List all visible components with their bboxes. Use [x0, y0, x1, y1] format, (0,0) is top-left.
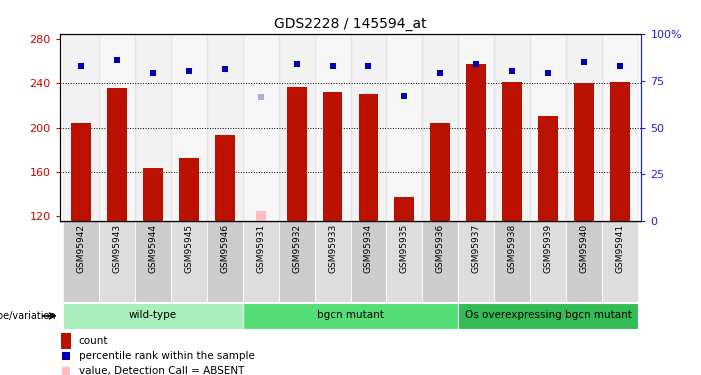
- Text: GDS2228 / 145594_at: GDS2228 / 145594_at: [274, 17, 427, 31]
- Bar: [63, 303, 243, 328]
- Text: GSM95941: GSM95941: [615, 224, 625, 273]
- Bar: [395, 197, 414, 221]
- Bar: [494, 221, 530, 302]
- Text: genotype/variation: genotype/variation: [0, 311, 56, 321]
- Bar: [315, 34, 350, 221]
- Bar: [602, 34, 638, 221]
- Bar: [63, 34, 99, 221]
- Bar: [422, 34, 458, 221]
- Text: count: count: [79, 336, 108, 346]
- Bar: [466, 63, 486, 221]
- Bar: [279, 34, 315, 221]
- Bar: [279, 221, 315, 302]
- Bar: [574, 83, 594, 221]
- Bar: [107, 88, 127, 221]
- Bar: [215, 135, 235, 221]
- Text: GSM95936: GSM95936: [436, 224, 445, 273]
- Bar: [287, 87, 306, 221]
- Text: GSM95940: GSM95940: [580, 224, 588, 273]
- Text: percentile rank within the sample: percentile rank within the sample: [79, 351, 254, 361]
- Text: GSM95943: GSM95943: [113, 224, 121, 273]
- Bar: [72, 123, 91, 221]
- Text: GSM95944: GSM95944: [149, 224, 158, 273]
- Bar: [99, 221, 135, 302]
- Bar: [135, 34, 171, 221]
- Bar: [566, 34, 602, 221]
- Text: GSM95945: GSM95945: [184, 224, 193, 273]
- Bar: [63, 221, 99, 302]
- Bar: [315, 221, 350, 302]
- Bar: [422, 221, 458, 302]
- Text: GSM95937: GSM95937: [472, 224, 481, 273]
- Bar: [171, 34, 207, 221]
- Bar: [207, 34, 243, 221]
- Bar: [494, 34, 530, 221]
- Text: GSM95934: GSM95934: [364, 224, 373, 273]
- Text: GSM95938: GSM95938: [508, 224, 517, 273]
- Bar: [538, 117, 558, 221]
- Bar: [458, 303, 638, 328]
- Text: GSM95942: GSM95942: [76, 224, 86, 273]
- Bar: [171, 221, 207, 302]
- Bar: [207, 221, 243, 302]
- Bar: [530, 221, 566, 302]
- Bar: [61, 333, 71, 349]
- Text: GSM95946: GSM95946: [220, 224, 229, 273]
- Bar: [458, 221, 494, 302]
- Bar: [530, 34, 566, 221]
- Bar: [322, 92, 342, 221]
- Bar: [143, 168, 163, 221]
- Bar: [610, 82, 629, 221]
- Bar: [350, 34, 386, 221]
- Bar: [386, 34, 422, 221]
- Text: GSM95931: GSM95931: [256, 224, 265, 273]
- Bar: [135, 221, 171, 302]
- Bar: [256, 211, 266, 221]
- Bar: [243, 303, 458, 328]
- Bar: [350, 221, 386, 302]
- Bar: [566, 221, 602, 302]
- Bar: [243, 34, 279, 221]
- Text: GSM95939: GSM95939: [543, 224, 552, 273]
- Text: GSM95935: GSM95935: [400, 224, 409, 273]
- Bar: [243, 221, 279, 302]
- Bar: [386, 221, 422, 302]
- Bar: [430, 123, 450, 221]
- Bar: [458, 34, 494, 221]
- Text: bgcn mutant: bgcn mutant: [317, 310, 384, 320]
- Text: wild-type: wild-type: [129, 310, 177, 320]
- Text: GSM95932: GSM95932: [292, 224, 301, 273]
- Bar: [602, 221, 638, 302]
- Text: value, Detection Call = ABSENT: value, Detection Call = ABSENT: [79, 366, 244, 375]
- Bar: [99, 34, 135, 221]
- Text: GSM95933: GSM95933: [328, 224, 337, 273]
- Bar: [502, 82, 522, 221]
- Bar: [359, 94, 379, 221]
- Bar: [179, 158, 199, 221]
- Text: Os overexpressing bgcn mutant: Os overexpressing bgcn mutant: [465, 310, 632, 320]
